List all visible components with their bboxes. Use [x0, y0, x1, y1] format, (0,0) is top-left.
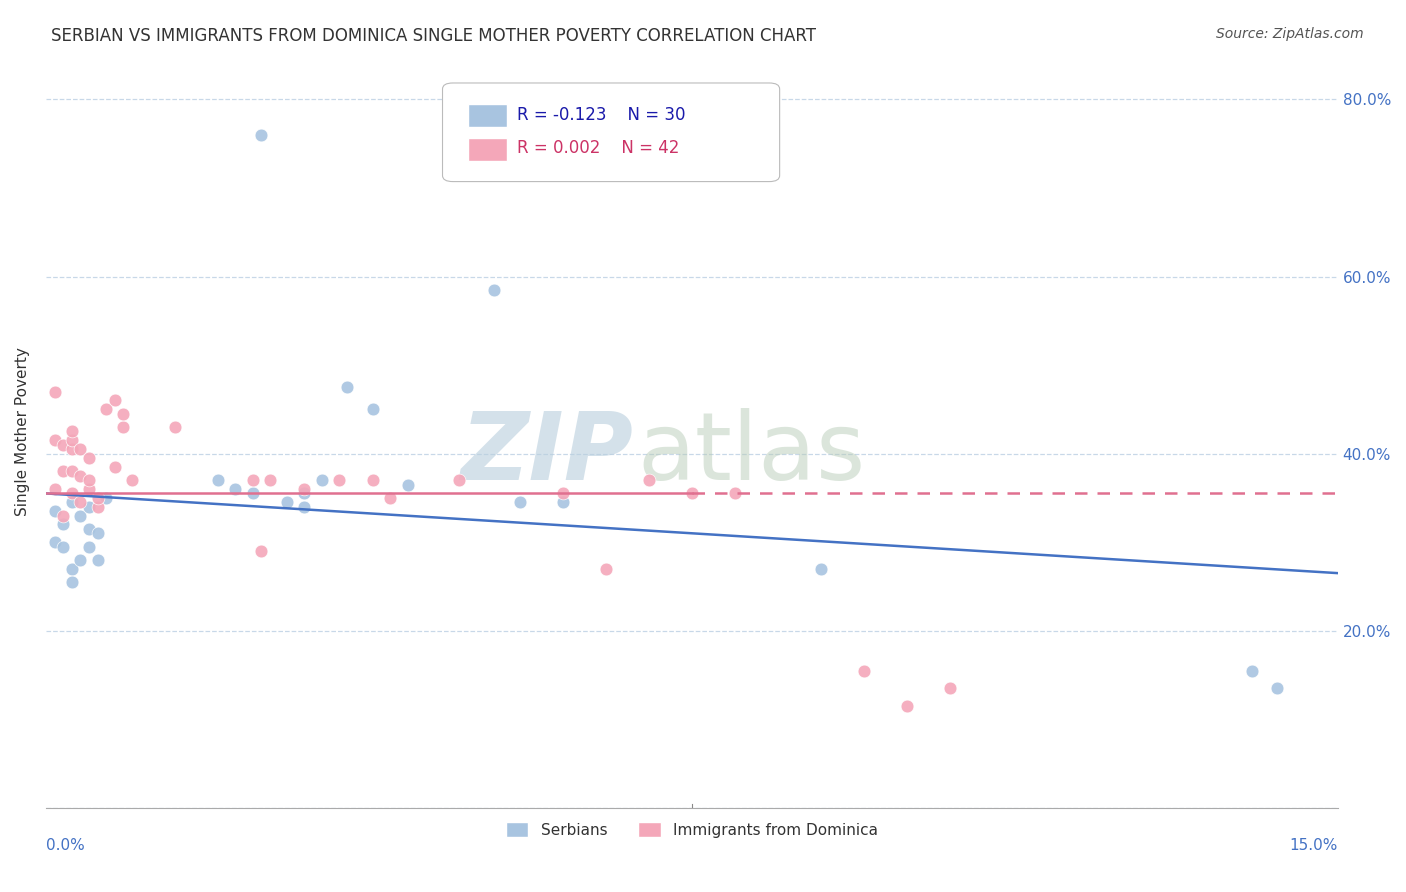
Point [207, 473, 229, 487]
Point [259, 473, 281, 487]
Point [292, 500, 315, 514]
Point [96, 491, 118, 505]
Point [482, 283, 505, 297]
Point [77, 522, 100, 536]
Point [60, 562, 83, 576]
Text: ZIP: ZIP [461, 408, 634, 500]
Text: 15.0%: 15.0% [1289, 838, 1337, 853]
Point [1267, 681, 1289, 696]
Point [276, 495, 298, 509]
Point [292, 482, 315, 496]
Point [328, 473, 350, 487]
FancyBboxPatch shape [468, 138, 508, 161]
Point [595, 562, 617, 576]
Point [44, 384, 66, 399]
Point [810, 562, 832, 576]
Point [60, 464, 83, 478]
Text: atlas: atlas [637, 408, 866, 500]
Point [69, 442, 91, 457]
Point [104, 459, 127, 474]
Point [224, 482, 246, 496]
Point [69, 468, 91, 483]
Point [637, 473, 659, 487]
Point [361, 473, 384, 487]
Point [551, 495, 574, 509]
Point [77, 450, 100, 465]
Point [86, 553, 108, 567]
Text: R = 0.002    N = 42: R = 0.002 N = 42 [517, 139, 681, 158]
Point [1240, 664, 1263, 678]
Point [242, 486, 264, 500]
Point [86, 500, 108, 514]
Point [77, 473, 100, 487]
Point [96, 402, 118, 417]
Point [165, 420, 187, 434]
Point [250, 128, 273, 142]
Point [853, 664, 876, 678]
Point [361, 402, 384, 417]
Point [69, 553, 91, 567]
Point [449, 473, 471, 487]
Point [86, 491, 108, 505]
Text: 0.0%: 0.0% [46, 838, 84, 853]
Point [52, 540, 75, 554]
Point [509, 495, 531, 509]
Point [44, 535, 66, 549]
Point [60, 574, 83, 589]
Text: R = -0.123    N = 30: R = -0.123 N = 30 [517, 105, 686, 124]
Text: SERBIAN VS IMMIGRANTS FROM DOMINICA SINGLE MOTHER POVERTY CORRELATION CHART: SERBIAN VS IMMIGRANTS FROM DOMINICA SING… [51, 27, 815, 45]
Point [60, 434, 83, 448]
Point [896, 698, 918, 713]
Point [311, 473, 333, 487]
Point [112, 407, 135, 421]
Point [551, 486, 574, 500]
Point [77, 500, 100, 514]
Point [60, 425, 83, 439]
Legend: Serbians, Immigrants from Dominica: Serbians, Immigrants from Dominica [499, 815, 884, 844]
Point [52, 438, 75, 452]
Point [724, 486, 747, 500]
Point [52, 508, 75, 523]
Point [292, 486, 315, 500]
Point [52, 464, 75, 478]
Point [939, 681, 962, 696]
Point [396, 477, 419, 491]
Text: Source: ZipAtlas.com: Source: ZipAtlas.com [1216, 27, 1364, 41]
Point [60, 486, 83, 500]
Point [250, 544, 273, 558]
Point [242, 473, 264, 487]
Point [336, 380, 359, 394]
FancyBboxPatch shape [443, 83, 780, 182]
Point [60, 442, 83, 457]
Point [44, 482, 66, 496]
Point [121, 473, 143, 487]
Point [60, 495, 83, 509]
Point [86, 526, 108, 541]
Point [681, 486, 703, 500]
Point [44, 434, 66, 448]
Point [380, 491, 402, 505]
FancyBboxPatch shape [468, 104, 508, 127]
Point [69, 508, 91, 523]
Point [112, 420, 135, 434]
Point [77, 540, 100, 554]
Point [77, 482, 100, 496]
Point [104, 393, 127, 408]
Y-axis label: Single Mother Poverty: Single Mother Poverty [15, 347, 30, 516]
Point [44, 504, 66, 518]
Point [52, 517, 75, 532]
Point [69, 495, 91, 509]
